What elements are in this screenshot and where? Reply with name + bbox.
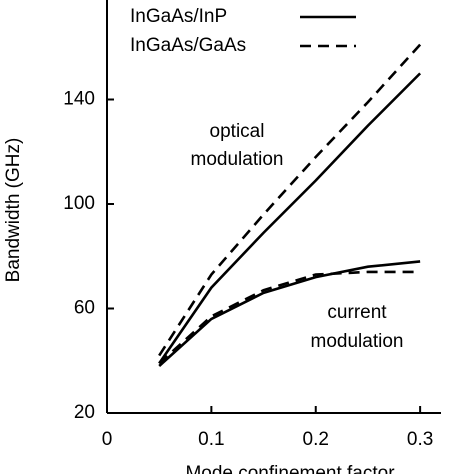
legend-label: InGaAs/InP <box>130 6 227 27</box>
line-series <box>158 260 421 367</box>
x-tick-label: 0.2 <box>303 429 329 450</box>
line-series <box>158 72 422 365</box>
x-axis-label: Mode confinement factor <box>185 463 395 474</box>
x-tick-label: 0.3 <box>407 429 433 450</box>
legend-label: InGaAs/GaAs <box>130 35 246 56</box>
y-tick-label: 100 <box>63 193 95 214</box>
y-axis-label: Bandwidth (GHz) <box>3 138 24 283</box>
line-series <box>158 270 421 365</box>
y-tick-label: 180 <box>63 0 95 5</box>
y-tick-label: 20 <box>74 402 95 423</box>
x-tick-label: 0 <box>102 429 113 450</box>
annotation: current <box>327 302 387 323</box>
annotation: optical <box>210 121 265 142</box>
x-tick-label: 0.1 <box>198 429 224 450</box>
annotation: modulation <box>311 331 404 352</box>
line-series <box>158 43 422 357</box>
y-tick-label: 60 <box>74 298 95 319</box>
y-tick-label: 140 <box>63 89 95 110</box>
annotation: modulation <box>191 149 284 170</box>
